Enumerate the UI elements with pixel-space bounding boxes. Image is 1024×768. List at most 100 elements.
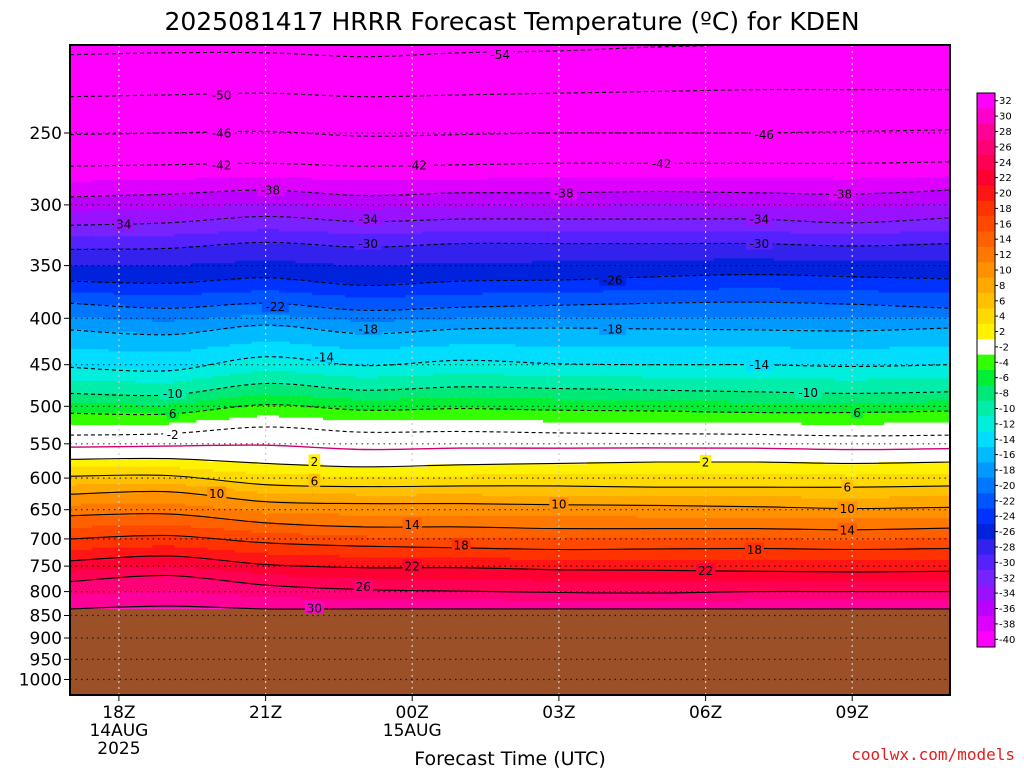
temperature-band-cell — [262, 523, 269, 534]
temperature-band-cell — [147, 535, 154, 549]
temperature-band-cell — [141, 351, 148, 372]
temperature-band-cell — [290, 554, 297, 566]
temperature-band-cell — [515, 192, 522, 208]
temperature-band-cell — [768, 317, 775, 331]
temperature-band-cell — [185, 547, 192, 559]
temperature-band-cell — [339, 282, 346, 296]
temperature-band-cell — [92, 331, 99, 350]
temperature-band-cell — [713, 537, 720, 549]
temperature-band-cell — [125, 223, 132, 237]
temperature-band-cell — [268, 493, 275, 502]
temperature-band-cell — [224, 562, 231, 573]
temperature-band-cell — [482, 329, 489, 345]
temperature-band-cell — [867, 550, 874, 561]
temperature-band-cell — [614, 204, 621, 220]
temperature-band-cell — [75, 505, 82, 517]
temperature-band-cell — [598, 581, 605, 593]
temperature-band-cell — [548, 260, 555, 281]
temperature-band-cell — [141, 319, 148, 335]
temperature-band-cell — [383, 579, 390, 590]
temperature-band-cell — [614, 410, 621, 424]
temperature-band-cell — [636, 410, 643, 424]
temperature-band-cell — [669, 486, 676, 497]
temperature-band-cell — [587, 292, 594, 306]
temperature-band-cell — [526, 537, 533, 551]
temperature-band-cell — [614, 177, 621, 193]
temperature-band-cell — [136, 606, 143, 609]
temperature-band-cell — [334, 525, 341, 536]
temperature-band-cell — [438, 528, 445, 539]
temperature-band-cell — [796, 349, 803, 367]
temperature-band-cell — [614, 231, 621, 245]
temperature-band-cell — [422, 295, 429, 308]
temperature-band-cell — [119, 547, 126, 559]
temperature-band-cell — [433, 503, 440, 517]
temperature-band-cell — [796, 412, 803, 424]
temperature-band-cell — [680, 219, 687, 232]
temperature-band-cell — [251, 204, 258, 218]
temperature-band-cell — [163, 545, 170, 556]
temperature-band-cell — [295, 586, 302, 598]
temperature-band-cell — [466, 476, 473, 487]
temperature-band-cell — [103, 515, 110, 527]
temperature-band-cell — [130, 223, 137, 237]
temperature-band-cell — [97, 483, 104, 495]
temperature-band-cell — [438, 194, 445, 208]
temperature-band-cell — [658, 243, 665, 262]
temperature-band-cell — [235, 344, 242, 362]
temperature-band-cell — [856, 550, 863, 561]
temperature-band-cell — [554, 192, 561, 208]
temperature-band-cell — [664, 363, 671, 380]
temperature-band-cell — [774, 302, 781, 318]
temperature-band-cell — [603, 346, 610, 365]
temperature-band-cell — [466, 407, 473, 421]
temperature-band-cell — [768, 402, 775, 414]
temperature-band-cell — [779, 599, 786, 609]
temperature-band-cell — [664, 569, 671, 583]
temperature-band-cell — [251, 520, 258, 534]
temperature-band-cell — [570, 559, 577, 571]
temperature-band-cell — [873, 177, 880, 193]
temperature-band-cell — [163, 209, 170, 225]
temperature-band-cell — [862, 45, 869, 178]
temperature-band-cell — [504, 361, 511, 377]
temperature-band-cell — [829, 331, 836, 350]
temperature-band-cell — [70, 515, 77, 529]
temperature-band-cell — [504, 388, 511, 399]
temperature-band-cell — [218, 594, 225, 608]
temperature-band-cell — [191, 547, 198, 559]
temperature-band-cell — [268, 189, 275, 205]
temperature-band-cell — [499, 515, 506, 529]
temperature-band-cell — [664, 219, 671, 232]
temperature-band-cell — [411, 567, 418, 581]
temperature-band-cell — [356, 378, 363, 392]
temperature-band-cell — [548, 375, 555, 389]
temperature-band-cell — [158, 179, 165, 196]
temperature-band-cell — [317, 329, 324, 348]
temperature-band-cell — [631, 231, 638, 245]
temperature-band-cell — [559, 192, 566, 208]
temperature-band-cell — [642, 204, 649, 220]
temperature-band-cell — [620, 400, 627, 411]
temperature-band-cell — [708, 505, 715, 519]
temperature-band-cell — [807, 559, 814, 573]
temperature-band-cell — [680, 601, 687, 609]
temperature-band-cell — [631, 277, 638, 291]
temperature-band-cell — [565, 317, 572, 328]
temperature-band-cell — [70, 537, 77, 551]
temperature-band-cell — [433, 219, 440, 232]
temperature-band-cell — [81, 292, 88, 306]
temperature-band-cell — [312, 417, 319, 465]
temperature-band-cell — [845, 233, 852, 247]
temperature-band-cell — [301, 204, 308, 220]
temperature-band-cell — [636, 231, 643, 245]
temperature-band-cell — [647, 204, 654, 220]
temperature-band-cell — [543, 280, 550, 294]
temperature-band-cell — [180, 295, 187, 308]
temperature-band-cell — [537, 329, 544, 348]
temperature-band-cell — [488, 547, 495, 559]
temperature-band-cell — [141, 179, 148, 196]
temperature-band-cell — [719, 528, 726, 539]
temperature-band-cell — [416, 246, 423, 264]
temperature-band-cell — [851, 223, 858, 235]
